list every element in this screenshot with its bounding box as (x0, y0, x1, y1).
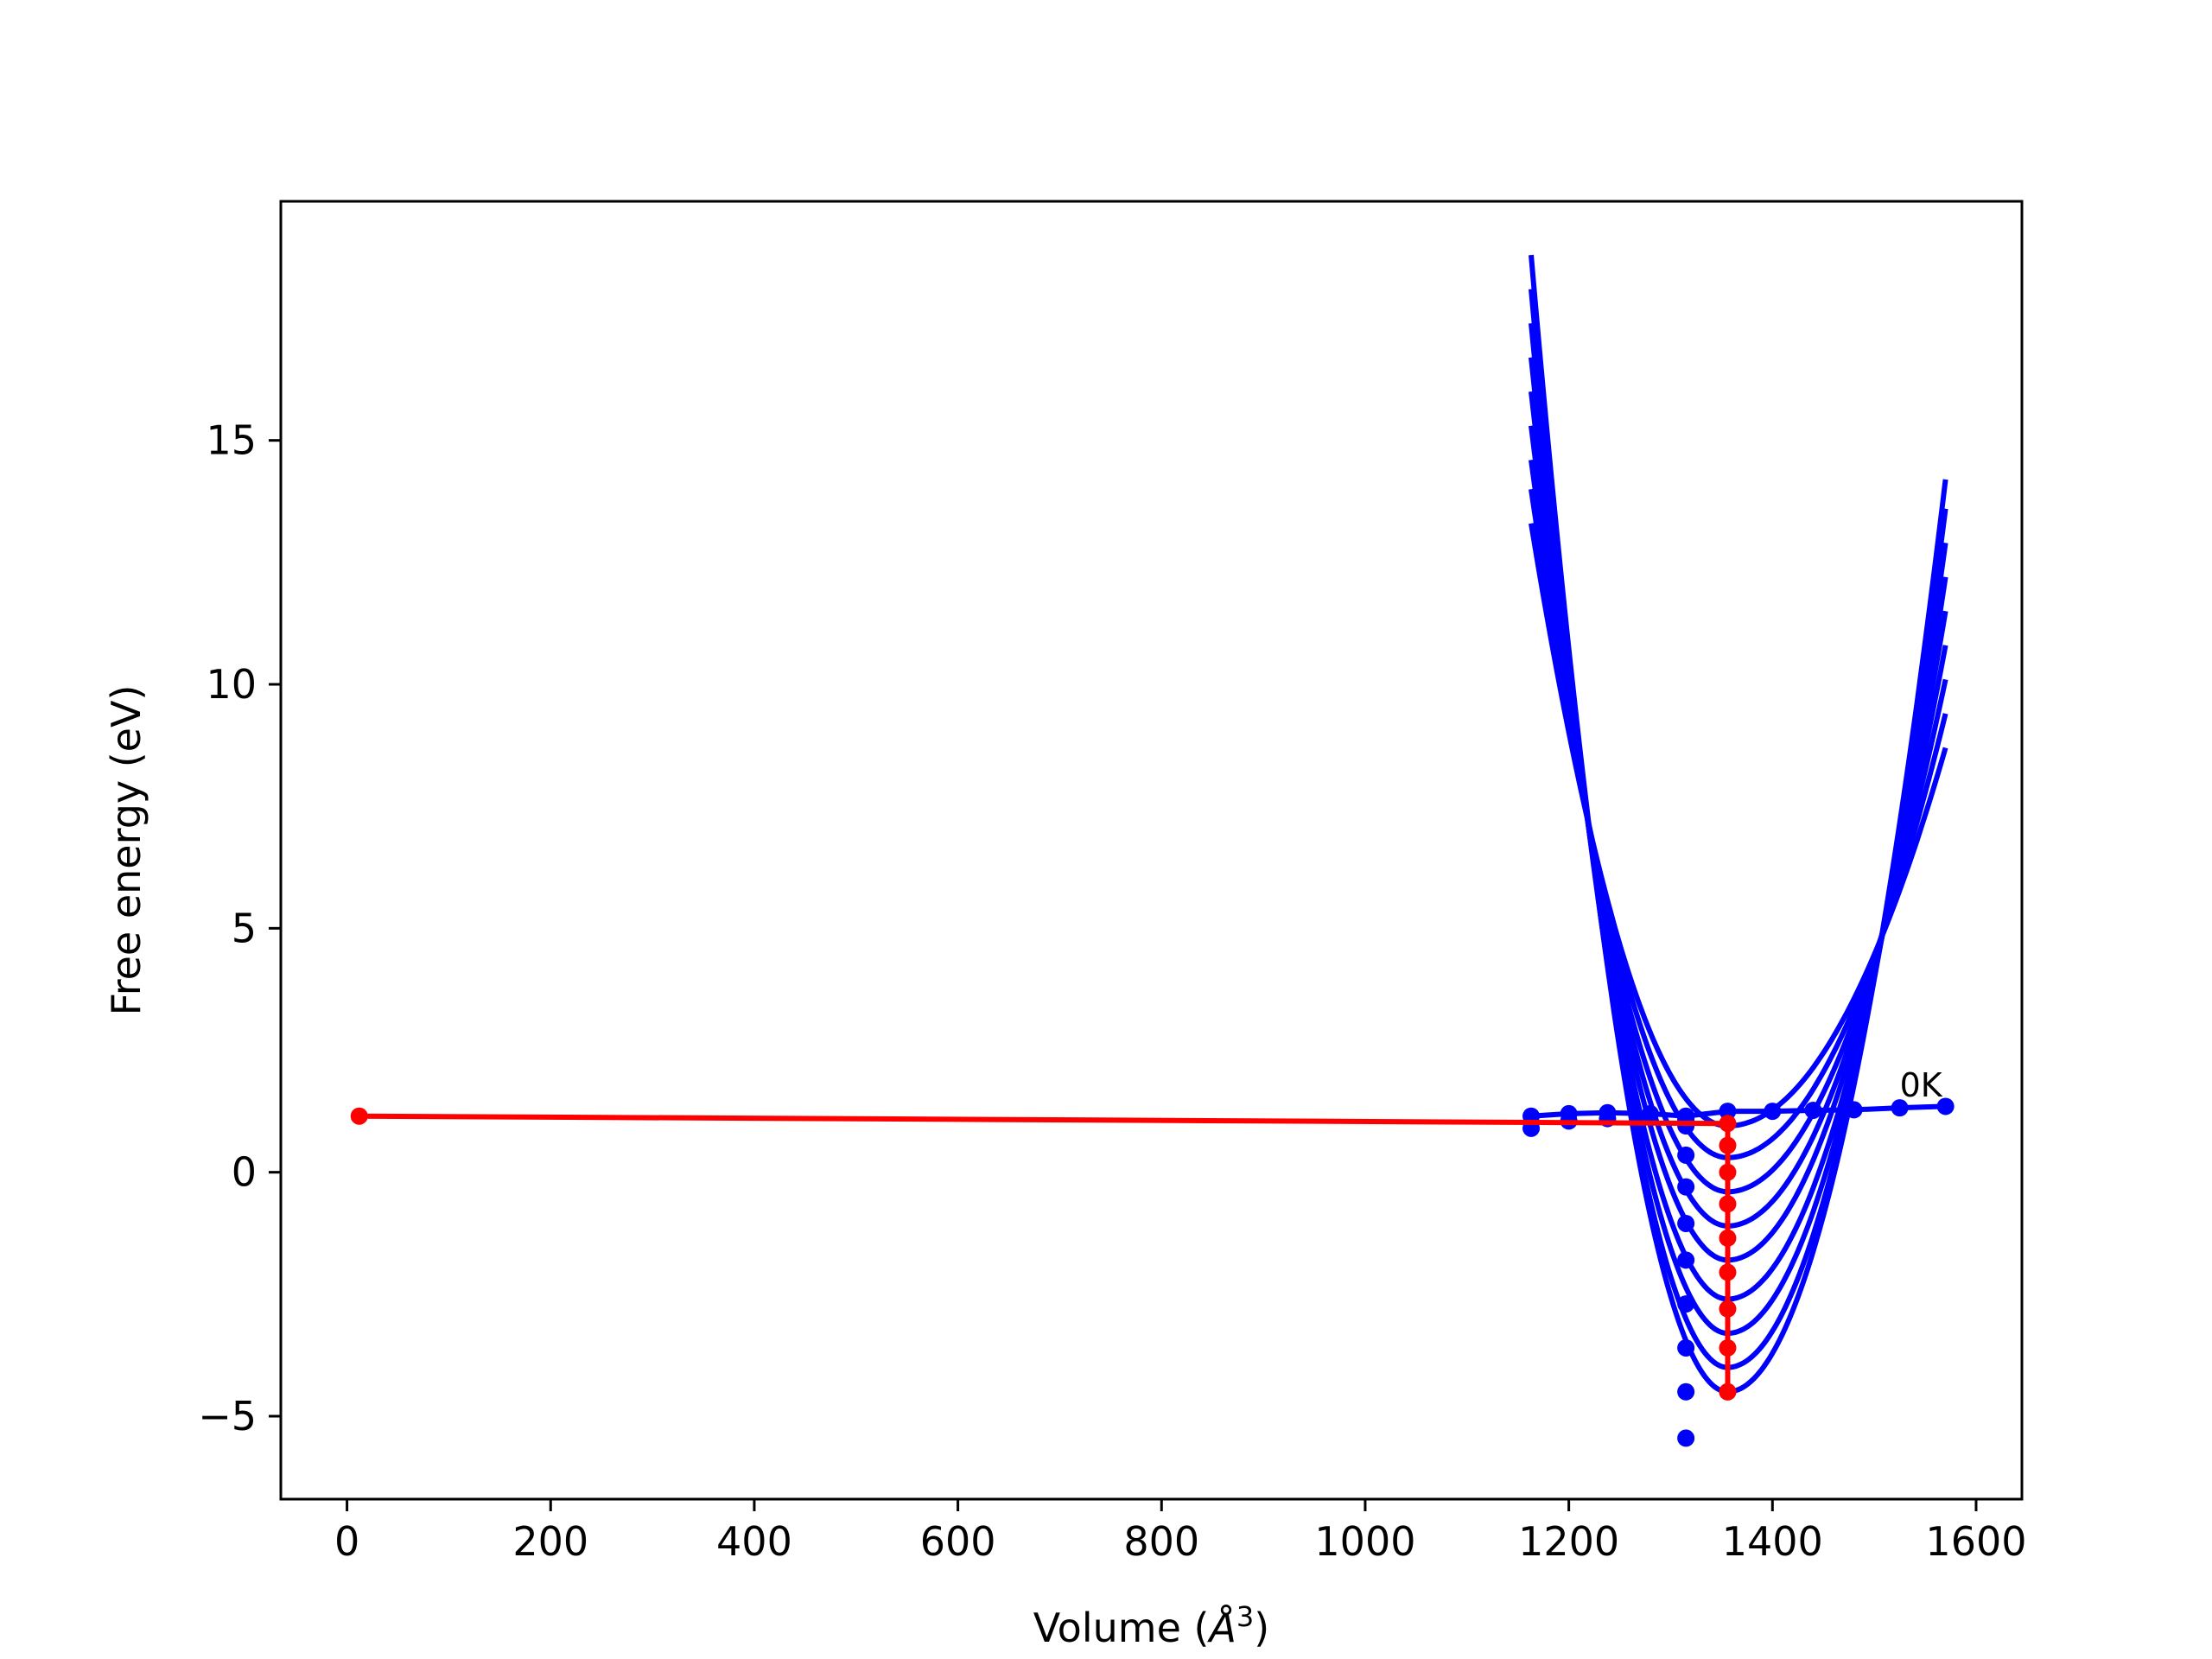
zero-kelvin-point (1804, 1101, 1822, 1119)
minimum-point (1719, 1195, 1737, 1213)
data-point (1677, 1295, 1695, 1313)
eos-curve (1529, 488, 1948, 1160)
minimum-point (1719, 1229, 1737, 1247)
data-point (1677, 1382, 1695, 1401)
x-tick-label: 1600 (1925, 1518, 2026, 1565)
x-tick-label: 1400 (1722, 1518, 1823, 1565)
y-axis-label: Free energy (eV) (103, 685, 149, 1016)
x-tick-label: 0 (334, 1518, 359, 1565)
data-point (1677, 1429, 1695, 1447)
minimum-point (1719, 1300, 1737, 1318)
eos-curve (1529, 254, 1948, 1395)
minimum-point (1719, 1136, 1737, 1154)
eos-curve (1529, 523, 1948, 1128)
zero-kelvin-point (1845, 1101, 1863, 1119)
eos-curve (1529, 322, 1948, 1337)
eos-curve (1529, 459, 1948, 1195)
zero-kelvin-point (1719, 1103, 1737, 1121)
y-tick-label: 0 (232, 1149, 257, 1196)
x-tick-label: 400 (716, 1518, 792, 1565)
data-point (1677, 1338, 1695, 1357)
x-axis: 0 200 400 600 800 1000 1200 1400 1600 (334, 1499, 2027, 1565)
y-tick-label: −5 (198, 1393, 257, 1440)
zero-kelvin-point (1764, 1103, 1782, 1121)
zero-kelvin-point (1641, 1104, 1659, 1122)
minimum-point (350, 1107, 368, 1125)
x-axis-label: Volume (Å3) (1033, 1600, 1269, 1651)
eos-curve (1529, 425, 1948, 1229)
annotation-0k: 0K (1900, 1066, 1943, 1104)
zero-kelvin-point (1936, 1097, 1955, 1116)
data-point (1677, 1251, 1695, 1269)
minimum-path-line (359, 1113, 1731, 1392)
zero-kelvin-line (1530, 1103, 1946, 1119)
minimum-point (1719, 1115, 1737, 1133)
x-tick-label: 200 (512, 1518, 588, 1565)
data-point (1677, 1146, 1695, 1164)
x-tick-label: 800 (1123, 1518, 1199, 1565)
data-point (1677, 1214, 1695, 1232)
minimum-point (1719, 1338, 1737, 1357)
minimum-point (1719, 1163, 1737, 1181)
y-tick-label: 10 (206, 661, 257, 708)
eos-curve (1529, 391, 1948, 1263)
plot-area (350, 254, 1955, 1447)
minimum-point (1719, 1382, 1737, 1401)
x-tick-label: 1000 (1314, 1518, 1415, 1565)
eos-curve (1529, 289, 1948, 1370)
zero-kelvin-point (1891, 1099, 1909, 1117)
y-axis: −5 0 5 10 15 (198, 417, 281, 1440)
data-point (1677, 1178, 1695, 1196)
axes-frame (279, 200, 2024, 1501)
y-tick-label: 15 (206, 417, 257, 464)
x-tick-label: 600 (920, 1518, 996, 1565)
x-tick-label: 1200 (1518, 1518, 1619, 1565)
minimum-point (1719, 1263, 1737, 1281)
y-tick-label: 5 (232, 905, 257, 951)
